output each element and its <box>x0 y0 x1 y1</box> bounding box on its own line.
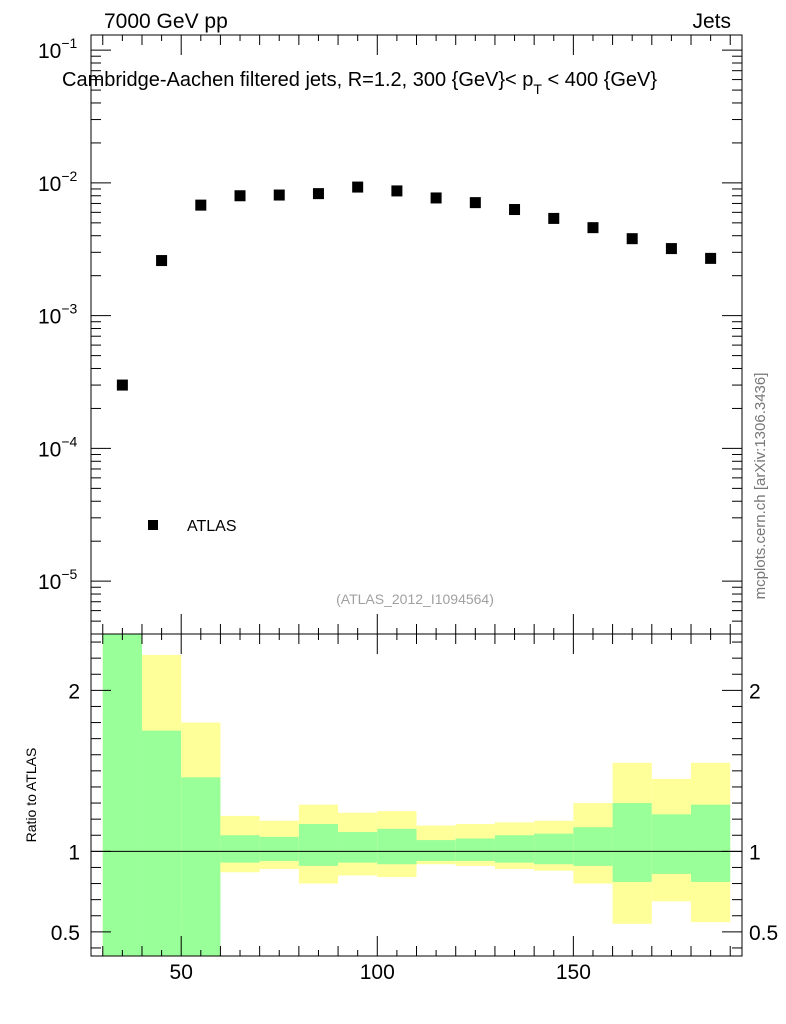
x-tick-labels: 50 100 150 <box>170 961 591 984</box>
data-point <box>548 212 560 224</box>
data-point <box>156 255 168 267</box>
inner-band-bin <box>298 823 339 866</box>
inner-band-bin <box>181 777 221 956</box>
ratio-y-tick-label: 1 <box>68 841 80 864</box>
data-point <box>273 189 285 201</box>
ratio-y-axis-label: Ratio to ATLAS <box>23 748 39 843</box>
inner-band-bin <box>141 730 182 956</box>
legend-label-atlas: ATLAS <box>187 518 237 535</box>
data-point <box>352 181 364 193</box>
ratio-panel: 0.5 0.5 1 1 2 2 50 100 150 Ratio to ATLAS <box>23 633 778 984</box>
ratio-y-tick-label-right: 0.5 <box>749 922 778 945</box>
data-point <box>312 188 324 200</box>
main-y-tick-label: 10−1 <box>38 35 78 63</box>
inner-band-bin <box>494 835 535 863</box>
legend-marker <box>148 520 158 530</box>
data-point <box>626 233 638 245</box>
uncertainty-bands <box>102 634 731 956</box>
x-tick-label: 150 <box>556 961 591 984</box>
main-y-tick-label: 10−4 <box>38 433 78 461</box>
inner-band-bin <box>377 828 417 865</box>
ratio-plot-frame <box>90 633 743 957</box>
inner-band-bin <box>416 840 456 862</box>
ratio-y-tick-label-right: 2 <box>749 680 761 703</box>
inner-band-bin <box>338 832 378 863</box>
process-label: Jets <box>692 10 731 33</box>
data-point <box>234 190 246 202</box>
ratio-y-tick-label: 0.5 <box>51 922 80 945</box>
data-point <box>509 204 521 216</box>
side-credit: mcplots.cern.ch [arXiv:1306.3436] <box>752 373 769 600</box>
inner-band-bin <box>455 838 495 862</box>
data-point <box>195 199 207 211</box>
inner-band-bin <box>573 827 613 866</box>
main-y-tick-labels: 10−5 10−4 10−3 10−2 10−1 <box>38 35 78 594</box>
inner-band-bin <box>220 835 260 863</box>
data-point <box>430 192 442 204</box>
inner-band-bin <box>259 836 299 862</box>
data-point <box>587 222 599 234</box>
collision-label: 7000 GeV pp <box>104 10 228 33</box>
inner-band-bin <box>102 634 142 956</box>
ratio-y-tick-labels: 0.5 0.5 1 1 2 2 <box>51 680 778 945</box>
inner-band-bin <box>651 814 692 874</box>
ratio-axis-ticks <box>91 634 742 956</box>
main-plot-frame <box>90 34 743 635</box>
plot-title: Cambridge-Aachen filtered jets, R=1.2, 3… <box>62 69 657 97</box>
main-y-tick-label: 10−2 <box>38 168 78 196</box>
atlas-data-points <box>116 181 717 391</box>
data-point <box>705 252 717 264</box>
data-point <box>116 379 128 391</box>
main-panel: 10−5 10−4 10−3 10−2 10−1 Cambridge-Aachen fi… <box>38 34 743 635</box>
data-point <box>469 197 481 209</box>
inner-band-bin <box>691 804 731 882</box>
data-point <box>391 185 403 197</box>
ratio-y-tick-label-right: 1 <box>749 841 761 864</box>
main-y-tick-label: 10−3 <box>38 301 78 329</box>
main-y-tick-label: 10−5 <box>38 566 78 594</box>
x-tick-label: 100 <box>360 961 395 984</box>
inner-band-bin <box>612 803 652 882</box>
analysis-watermark: (ATLAS_2012_I1094564) <box>336 591 494 607</box>
x-tick-label: 50 <box>170 961 193 984</box>
ratio-y-tick-label: 2 <box>68 680 80 703</box>
data-point <box>665 243 677 255</box>
main-axis-ticks <box>91 35 742 635</box>
inner-band-bin <box>534 833 574 865</box>
